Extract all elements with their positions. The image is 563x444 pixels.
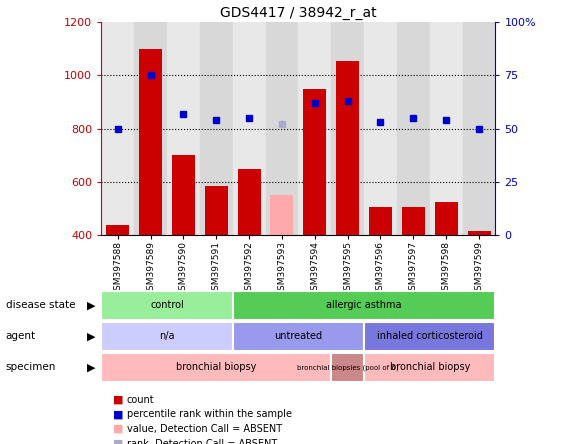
- Text: ▶: ▶: [87, 362, 96, 373]
- Bar: [463, 22, 495, 235]
- Text: rank, Detection Call = ABSENT: rank, Detection Call = ABSENT: [127, 439, 277, 444]
- Text: percentile rank within the sample: percentile rank within the sample: [127, 409, 292, 419]
- Text: ▶: ▶: [87, 331, 96, 341]
- Bar: [364, 322, 495, 351]
- Text: ■: ■: [113, 409, 123, 419]
- Text: allergic asthma: allergic asthma: [327, 300, 402, 310]
- Bar: [266, 22, 298, 235]
- Bar: [364, 22, 397, 235]
- Text: ■: ■: [113, 424, 123, 434]
- Bar: [167, 22, 200, 235]
- Text: inhaled corticosteroid: inhaled corticosteroid: [377, 331, 482, 341]
- Bar: [134, 22, 167, 235]
- Text: n/a: n/a: [159, 331, 175, 341]
- Bar: [205, 186, 228, 235]
- Text: ▶: ▶: [87, 300, 96, 310]
- Bar: [106, 225, 129, 235]
- Bar: [101, 353, 331, 382]
- Text: disease state: disease state: [6, 300, 75, 310]
- Bar: [238, 169, 261, 235]
- Bar: [101, 322, 233, 351]
- Bar: [233, 22, 266, 235]
- Text: ■: ■: [113, 395, 123, 404]
- Bar: [172, 155, 195, 235]
- Text: value, Detection Call = ABSENT: value, Detection Call = ABSENT: [127, 424, 282, 434]
- Text: count: count: [127, 395, 154, 404]
- Text: ■: ■: [113, 439, 123, 444]
- Bar: [139, 49, 162, 235]
- Bar: [101, 22, 134, 235]
- Title: GDS4417 / 38942_r_at: GDS4417 / 38942_r_at: [220, 6, 377, 20]
- Bar: [364, 353, 495, 382]
- Bar: [467, 231, 490, 235]
- Text: bronchial biopsy: bronchial biopsy: [390, 362, 470, 373]
- Bar: [270, 195, 293, 235]
- Text: bronchial biopsy: bronchial biopsy: [176, 362, 257, 373]
- Bar: [369, 207, 392, 235]
- Bar: [303, 89, 327, 235]
- Bar: [435, 202, 458, 235]
- Bar: [200, 22, 233, 235]
- Bar: [331, 22, 364, 235]
- Bar: [336, 61, 359, 235]
- Bar: [298, 22, 331, 235]
- Text: untreated: untreated: [274, 331, 323, 341]
- Bar: [331, 353, 364, 382]
- Text: specimen: specimen: [6, 362, 56, 373]
- Bar: [397, 22, 430, 235]
- Bar: [233, 291, 495, 320]
- Text: agent: agent: [6, 331, 36, 341]
- Bar: [430, 22, 463, 235]
- Bar: [101, 291, 233, 320]
- Text: control: control: [150, 300, 184, 310]
- Text: bronchial biopsies (pool of 6): bronchial biopsies (pool of 6): [297, 364, 399, 371]
- Bar: [402, 207, 425, 235]
- Bar: [233, 322, 364, 351]
